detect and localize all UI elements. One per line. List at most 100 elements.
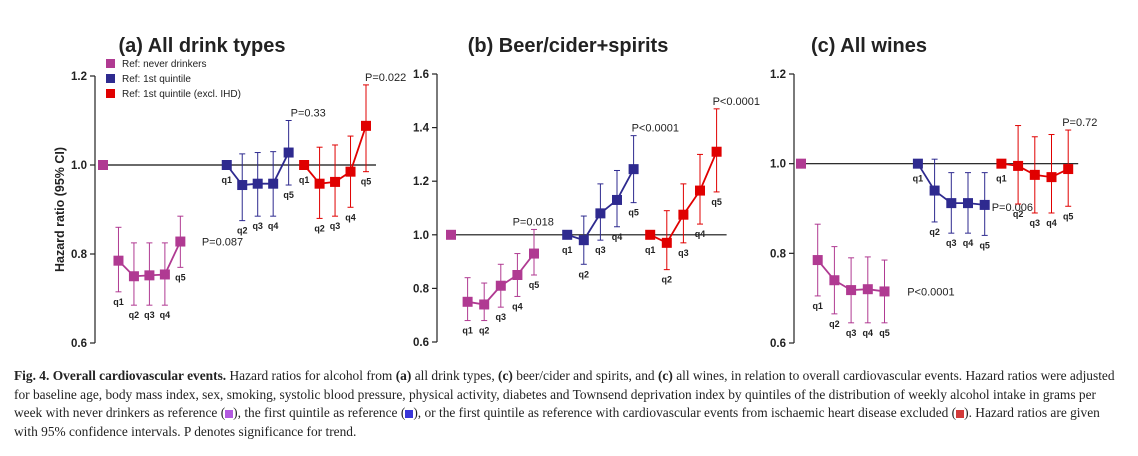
panel-2-title: (b) Beer/cider+spirits [468,35,669,57]
panel-1-navy-series-quintile-label: q5 [283,190,294,200]
panel-1-navy-series-point [237,180,248,191]
panel-2-navy-series-point [578,235,589,246]
panel-2-magenta-series-quintile-label: q4 [512,301,523,311]
panel-1-title: (a) All drink types [118,35,285,57]
panel-2-y-tick-label: 0.6 [413,337,429,349]
panel-3-magenta-series-quintile-label: q3 [846,328,857,338]
panel-2-navy-series-p-value: P<0.0001 [632,123,679,135]
panel-3-y-tick-label: 0.8 [770,248,787,260]
panel-1-navy-series-quintile-label: q1 [222,175,233,185]
panel-1-red-series-quintile-label: q5 [361,177,372,187]
panel-3-red-series-quintile-label: q5 [1063,211,1074,221]
panel-1-y-tick-label: 1.2 [71,71,87,83]
panel-2-y-tick-label: 1.4 [413,123,430,135]
panel-1-magenta-series-point [175,236,186,247]
panel-3-navy-series-quintile-label: q1 [913,174,924,184]
panel-3-navy-series-quintile-label: q4 [963,238,974,248]
panel-2-red-series-point [711,146,722,157]
panel-1-magenta-series-quintile-label: q5 [175,272,186,282]
panel-2-red-series-point [695,185,705,196]
caption-ref-a: (a) [395,368,412,383]
panel-3-red-series-quintile-label: q4 [1046,218,1057,228]
panel-3-navy-series-point [963,198,973,209]
panel-2-red-series-quintile-label: q3 [678,248,689,258]
caption-ref-c2: (c) [657,368,673,383]
panel-2-magenta-series-point [495,280,506,291]
panel-1-magenta-series-quintile-label: q1 [113,297,124,307]
panel-2-magenta-series-p-value: P=0.018 [513,216,554,228]
legend-label-3: Ref: 1st quintile (excl. IHD) [122,89,241,100]
legend-swatch [106,59,115,68]
caption-ref-c1: (c) [498,368,513,383]
panel-2-navy-series-quintile-label: q5 [628,208,639,218]
panel-2-magenta-series-quintile-label: q3 [496,312,507,322]
panel-3-y-tick-label: 0.6 [770,338,786,350]
red-swatch [956,409,965,418]
panel-2-navy-series-point [595,208,606,219]
panel-1-navy-series-point [252,178,263,189]
panel-1-y-label: Hazard ratio (95% CI) [53,147,67,272]
caption-text-7: ). Hazard ratios are given with 95% conf… [14,405,1100,439]
panel-1-red-series-p-value: P=0.022 [365,72,406,84]
panel-1-magenta-series-point [113,255,124,266]
panel-3-navy-series-point [979,199,990,210]
panel-3-y-tick-label: 1.0 [770,159,786,171]
panel-1-red-series-quintile-label: q2 [314,223,325,233]
panel-3-magenta-series-quintile-label: q1 [812,301,823,311]
legend-label-2: Ref: 1st quintile [122,74,191,85]
panel-1-navy-series-point [221,160,232,170]
figure-caption: Fig. 4. Overall cardiovascular events. H… [14,367,1126,441]
panel-3-magenta-series-quintile-label: q2 [829,319,840,329]
panel-2-y-tick-label: 0.8 [413,283,430,295]
legend-label-1: Ref: never drinkers [122,59,206,70]
panel-2-magenta-series-point [512,270,523,280]
panel-1-navy-series-point [268,178,279,189]
figure-panels: (a) All drink types 0.6 0.8 1.0 1.2 Hazard ra… [53,35,1097,350]
panel-3-magenta-series-point [829,275,840,286]
panel-1-magenta-series-point [144,270,155,281]
panel-3-red-series-point [996,158,1007,169]
caption-fig-label: Fig. 4. [14,368,50,383]
panel-2-navy-series-quintile-label: q4 [612,232,623,242]
panel-2-y-tick-label: 1.2 [413,176,429,188]
panel-2-red-series-quintile-label: q1 [645,245,656,255]
panel-2-y-tick-label: 1.0 [413,230,429,242]
caption-text-6: ), or the first quintile as reference wi… [413,405,957,421]
panel-1-navy-series-quintile-label: q4 [268,221,279,231]
panel-3-red-series-quintile-label: q3 [1030,218,1041,228]
panel-1-y-tick-label: 0.8 [71,249,88,261]
panel-3-navy-series-point [929,185,940,196]
panel-1-red-series-quintile-label: q1 [299,175,310,185]
panel-1-red-series-point [314,178,325,189]
panel-1-magenta-series-quintile-label: q2 [129,310,140,320]
panel-3-title: (c) All wines [811,35,927,57]
panel-2-navy-series-point [612,194,622,205]
panel-1-magenta-series-point [159,269,170,280]
panel-1-red-series-quintile-label: q4 [345,212,356,222]
panel-2-navy-series-quintile-label: q3 [595,245,606,255]
legend-swatch [106,74,115,83]
panel-1-red-series-point [330,176,341,187]
panel-3-red-series-p-value: P=0.72 [1062,117,1097,129]
panel-2-magenta-series-quintile-label: q5 [529,280,540,290]
panel-2-navy-series-quintile-label: q2 [579,269,590,279]
caption-text-4: all wines, in relation to overall cardio… [14,368,1115,421]
panel-3-red-series-point [1029,169,1040,180]
panel-1-navy-series-quintile-label: q2 [237,226,248,236]
caption-text-3: beer/cider and spirits, and [516,368,655,383]
panel-2-red-series-point [645,229,656,240]
panel-3-navy-series-quintile-label: q5 [979,240,990,250]
panel-1-magenta-series-point [128,271,139,282]
legend-swatch [106,89,115,98]
panel-1-navy-series-p-value: P=0.33 [291,108,326,120]
panel-2-red-series-point [661,237,672,248]
panel-2-red-series-quintile-label: q4 [695,229,706,239]
panel-3-navy-series-p-value: P=0.006 [992,202,1033,214]
panel-3-magenta-series-point [879,286,890,297]
panel-1-magenta-series-p-value: P=0.087 [202,237,243,249]
panel-1-magenta-series-point [98,160,108,170]
panel-3-magenta-series-p-value: P<0.0001 [907,286,954,298]
panel-1-magenta-series-quintile-label: q3 [144,310,155,320]
panel-1-y-tick-label: 0.6 [71,338,87,350]
panel-2-navy-series-quintile-label: q1 [562,245,573,255]
